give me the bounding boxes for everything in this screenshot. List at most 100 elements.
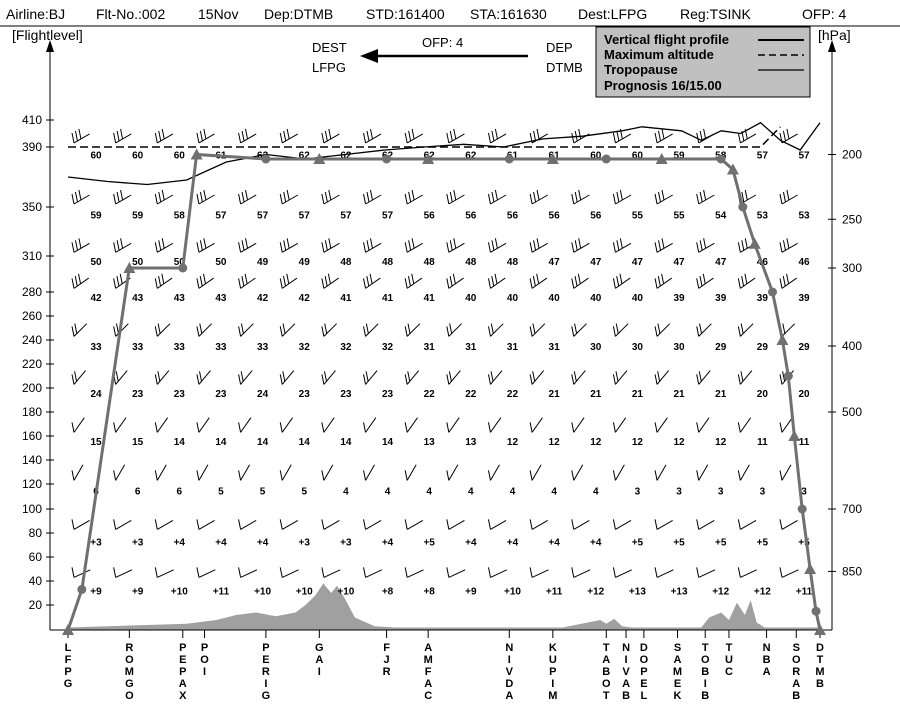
wind-barb-feather [612, 374, 616, 385]
wind-barb-staff [281, 323, 296, 337]
wind-barb-feather [363, 470, 367, 481]
wind-barb-feather [203, 128, 207, 140]
wind-barb-staff [281, 464, 292, 481]
wind-barb-staff [323, 133, 340, 144]
wind-barb-staff [73, 242, 90, 253]
wind-barb-feather [363, 567, 367, 578]
wind-barb-staff [365, 464, 375, 481]
wind-barb-staff [781, 519, 798, 530]
temperature-value: 60 [174, 151, 186, 162]
wind-barb-staff [448, 194, 465, 205]
wind-barb [196, 417, 210, 433]
temperature-value: 49 [257, 257, 269, 268]
wind-barb-feather [449, 323, 453, 334]
temperature-value: 57 [382, 210, 394, 221]
wind-barb [321, 238, 340, 253]
wind-barb-feather [404, 132, 408, 144]
wind-barb-feather [116, 276, 120, 287]
wind-barb-feather [741, 191, 745, 203]
temperature-value: 42 [90, 293, 102, 304]
waypoint-label-char: A [179, 678, 187, 690]
dest-code: LFPG [312, 60, 346, 75]
pressure-label: 700 [842, 502, 862, 516]
wind-barb [279, 323, 296, 337]
temperature-value: 3 [760, 486, 766, 497]
temperature-value: 23 [382, 389, 394, 400]
temperature-value: 4 [385, 486, 391, 497]
temperature-value: 23 [215, 389, 227, 400]
profile-marker-circle [178, 263, 188, 273]
wind-barb-feather [196, 242, 200, 253]
temperature-value: 62 [465, 151, 477, 162]
wind-barb-feather [487, 519, 491, 530]
wind-barb-feather [113, 519, 117, 530]
temperature-value: 14 [340, 437, 352, 448]
wind-barb-feather [321, 326, 325, 337]
wind-barb-feather [113, 132, 117, 144]
wind-barb-feather [616, 191, 620, 203]
wind-barb-staff [490, 417, 502, 433]
wind-barb-feather [696, 374, 700, 385]
temperature-value: 21 [549, 389, 561, 400]
temperature-value: 20 [757, 389, 769, 400]
wind-barb-staff [281, 133, 299, 144]
wind-barb-feather [161, 128, 165, 140]
wind-barb-feather [363, 278, 367, 289]
wind-barb-feather [411, 238, 415, 249]
profile-marker-circle [601, 154, 611, 164]
wind-barb [196, 189, 215, 205]
temperature-value: 57 [257, 210, 269, 221]
wind-barb [696, 417, 710, 433]
temperature-value: +10 [337, 587, 354, 598]
wind-barb [238, 417, 252, 433]
wind-barb-feather [71, 374, 75, 385]
wind-barb-feather [661, 189, 665, 201]
wind-barb-feather [446, 193, 450, 205]
waypoint-label-char: P [262, 642, 269, 654]
wind-barb [737, 370, 753, 385]
wind-barb [487, 238, 507, 253]
wind-barb-staff [490, 519, 507, 530]
wind-barb-feather [71, 470, 75, 481]
temperature-value: 29 [798, 342, 810, 353]
wind-barb-feather [363, 242, 367, 253]
temperature-value: +8 [382, 587, 394, 598]
wind-barb-feather [78, 273, 82, 284]
wind-barb-staff [490, 370, 503, 385]
wind-barb-feather [116, 191, 120, 203]
temperature-value: 53 [757, 210, 769, 221]
wind-barb-feather [161, 238, 165, 249]
temperature-value: 56 [424, 210, 436, 221]
wind-barb-staff [615, 569, 632, 578]
temperature-value: 32 [299, 342, 311, 353]
wind-barb-feather [737, 326, 741, 337]
direction-indicator: DEST LFPG OFP: 4 DEP DTMB [312, 35, 583, 75]
wind-barb-staff [240, 277, 256, 289]
flight-level-label: 350 [22, 200, 42, 214]
wind-barb-feather [571, 470, 575, 481]
wind-barb [654, 567, 674, 578]
waypoint-label-char: A [792, 678, 800, 690]
wind-barb-staff [281, 370, 295, 385]
temperature-value: 46 [798, 257, 810, 268]
wind-barb [113, 567, 133, 578]
wind-barb [571, 464, 584, 481]
wind-barb-staff [115, 370, 128, 385]
wind-barb [571, 370, 586, 385]
profile-marker-circle [738, 202, 748, 212]
wind-barb [529, 323, 546, 337]
wind-barb [404, 370, 420, 385]
wind-barb [404, 128, 424, 144]
temperature-value: +3 [132, 537, 144, 548]
wind-barb-feather [71, 519, 75, 530]
temperature-value: 14 [382, 437, 394, 448]
wind-barb [113, 273, 131, 289]
wind-barb-feather [490, 371, 494, 382]
temperature-value: +4 [465, 537, 477, 548]
wind-barb [737, 464, 750, 481]
wind-barb-staff [656, 519, 673, 530]
temperature-value: 3 [676, 486, 682, 497]
wind-barb [154, 370, 170, 385]
wind-barb-feather [407, 371, 411, 382]
temperature-value: +10 [504, 587, 521, 598]
